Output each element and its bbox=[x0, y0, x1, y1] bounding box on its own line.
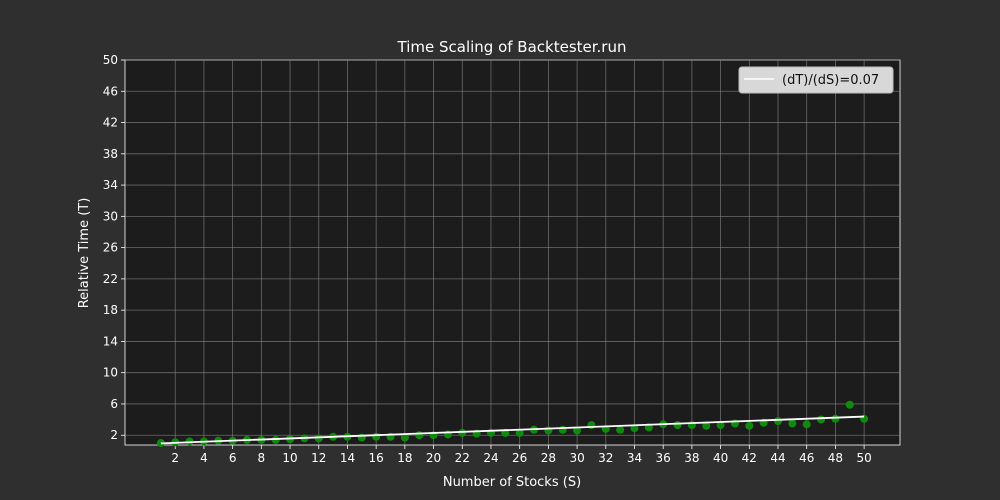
x-tick-label: 8 bbox=[258, 451, 266, 465]
grid bbox=[125, 59, 900, 445]
y-tick-label: 26 bbox=[103, 241, 118, 255]
data-point bbox=[788, 419, 797, 428]
y-tick-label: 6 bbox=[110, 397, 118, 411]
y-tick-label: 30 bbox=[103, 209, 118, 223]
x-tick-label: 38 bbox=[684, 451, 699, 465]
x-tick-label: 4 bbox=[200, 451, 208, 465]
data-point bbox=[673, 421, 682, 430]
y-tick-label: 42 bbox=[103, 116, 118, 130]
x-tick-label: 44 bbox=[770, 451, 785, 465]
x-tick-label: 34 bbox=[627, 451, 642, 465]
data-point bbox=[774, 417, 783, 426]
x-axis-label: Number of Stocks (S) bbox=[443, 475, 581, 490]
x-tick-label: 14 bbox=[340, 451, 355, 465]
x-tick-label: 30 bbox=[569, 451, 584, 465]
x-tick-label: 28 bbox=[541, 451, 556, 465]
x-tick-label: 32 bbox=[598, 451, 613, 465]
x-tick-label: 46 bbox=[799, 451, 814, 465]
y-tick-label: 22 bbox=[103, 272, 118, 286]
x-tick-label: 16 bbox=[369, 451, 384, 465]
y-tick-label: 50 bbox=[103, 53, 118, 67]
x-tick-label: 24 bbox=[483, 451, 498, 465]
x-tick-label: 50 bbox=[856, 451, 871, 465]
data-point bbox=[845, 400, 854, 409]
chart-title: Time Scaling of Backtester.run bbox=[397, 38, 627, 56]
data-point bbox=[314, 434, 323, 443]
x-tick-label: 40 bbox=[713, 451, 728, 465]
data-point bbox=[271, 435, 280, 444]
y-tick-label: 38 bbox=[103, 147, 118, 161]
legend: (dT)/(dS)=0.07 bbox=[738, 66, 894, 94]
data-point bbox=[817, 415, 826, 424]
data-point bbox=[558, 425, 567, 434]
legend-label: (dT)/(dS)=0.07 bbox=[782, 73, 879, 88]
y-tick-label: 18 bbox=[103, 303, 118, 317]
plot-area bbox=[124, 59, 901, 446]
fit-line bbox=[160, 415, 865, 445]
y-tick-label: 10 bbox=[103, 366, 118, 380]
x-ticks: 2 4 6 8 10 12 14 16 18 20 22 24 26 28 30 32 34 36 38 40 42 44… bbox=[171, 445, 872, 465]
legend-box bbox=[738, 66, 894, 94]
y-tick-label: 34 bbox=[103, 178, 118, 192]
x-tick-label: 26 bbox=[512, 451, 527, 465]
data-point bbox=[802, 420, 811, 429]
data-point bbox=[515, 428, 524, 437]
data-point bbox=[831, 414, 840, 423]
data-marks bbox=[156, 400, 869, 448]
data-point bbox=[415, 431, 424, 440]
x-tick-label: 18 bbox=[397, 451, 412, 465]
data-point bbox=[400, 433, 409, 442]
y-tick-label: 46 bbox=[103, 84, 118, 98]
x-tick-label: 36 bbox=[656, 451, 671, 465]
data-point bbox=[458, 428, 467, 437]
y-tick-label: 2 bbox=[110, 428, 118, 442]
y-tick-label: 14 bbox=[103, 334, 118, 348]
x-tick-label: 22 bbox=[455, 451, 470, 465]
y-axis-label: Relative Time (T) bbox=[77, 198, 92, 309]
x-tick-label: 20 bbox=[426, 451, 441, 465]
data-point bbox=[573, 426, 582, 435]
data-point bbox=[745, 421, 754, 430]
x-tick-label: 42 bbox=[742, 451, 757, 465]
x-tick-label: 48 bbox=[828, 451, 843, 465]
data-point bbox=[616, 425, 625, 434]
data-point bbox=[702, 421, 711, 430]
x-tick-label: 12 bbox=[311, 451, 326, 465]
data-point bbox=[716, 421, 725, 430]
x-tick-label: 2 bbox=[171, 451, 179, 465]
x-tick-label: 6 bbox=[229, 451, 237, 465]
x-tick-label: 10 bbox=[282, 451, 297, 465]
data-point bbox=[372, 432, 381, 441]
